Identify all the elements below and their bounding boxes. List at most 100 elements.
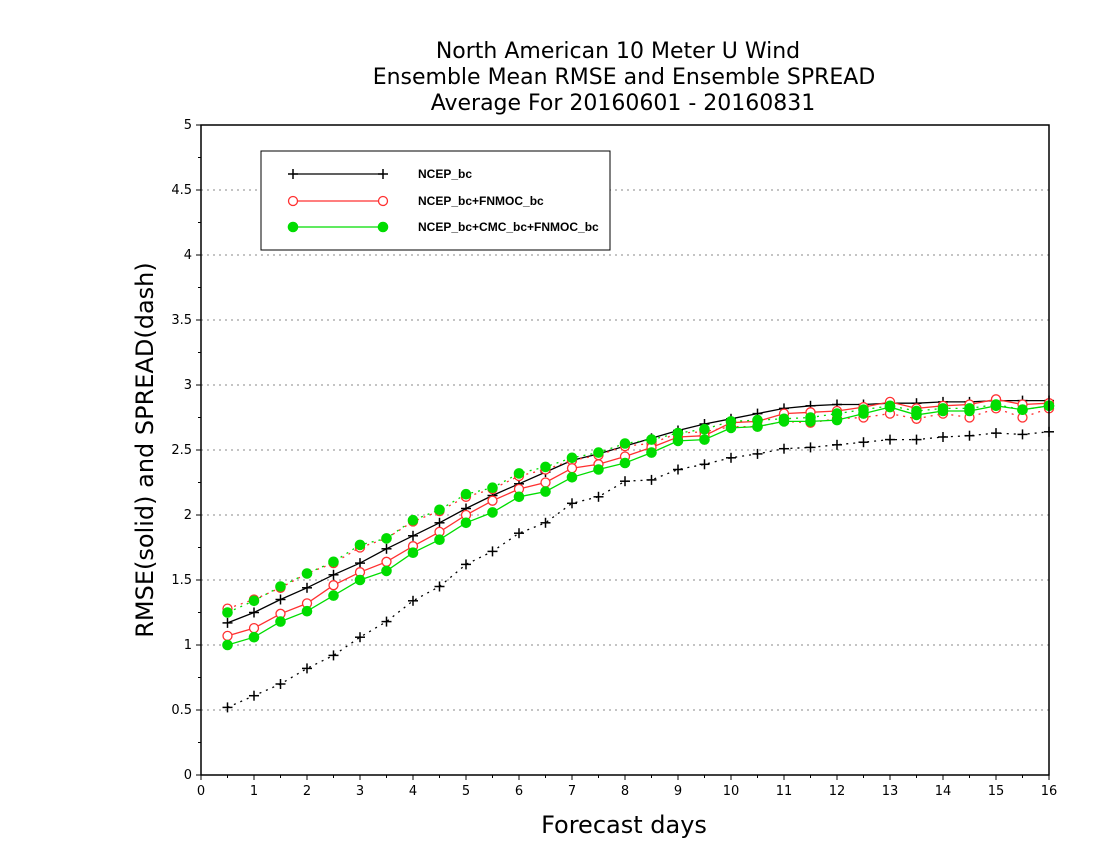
x-tick-label: 8 — [621, 784, 629, 799]
series-3-spread-point — [407, 514, 419, 526]
series-1-spread-point — [858, 437, 869, 448]
series-2-rmse-line — [227, 398, 1050, 637]
series-3-rmse-point — [937, 405, 949, 417]
series-3-spread-point — [222, 607, 233, 618]
series-1-spread-point — [779, 443, 789, 454]
series-1-spread-point — [805, 442, 816, 453]
series-1 — [222, 395, 1054, 713]
legend-marker-left — [287, 221, 299, 233]
legend-label: NCEP_bc+FNMOC_bc — [418, 194, 544, 208]
series-3-spread-point — [619, 438, 631, 449]
y-tick-label: 1.5 — [171, 573, 192, 588]
series-1-spread-point — [885, 434, 895, 445]
legend-label: NCEP_bc+CMC_bc+FNMOC_bc — [418, 220, 599, 234]
series-1-spread-point — [938, 432, 948, 442]
legend-entry-1: NCEP_bc — [288, 167, 472, 181]
series-3-spread-point — [328, 556, 339, 568]
series-1-rmse-point — [381, 543, 392, 554]
series-1-rmse-point — [355, 558, 365, 569]
series-3-rmse-point — [964, 405, 975, 417]
x-tick-label: 13 — [882, 784, 899, 799]
series-3-rmse-point — [248, 631, 260, 643]
series-2-rmse-point — [566, 463, 578, 474]
series-3-rmse-point — [619, 457, 631, 469]
legend-marker-left — [287, 195, 299, 207]
chart-title: North American 10 Meter U Wind Ensemble … — [373, 39, 876, 116]
series-3-rmse-point — [831, 414, 843, 426]
legend-marker-right — [377, 221, 389, 233]
series-1-spread-point — [275, 679, 286, 689]
x-axis: 0 1 2 3 4 5 6 7 8 9 10 11 12 13 14 15 16 — [197, 775, 1057, 799]
x-tick-label: 12 — [829, 784, 846, 799]
series-1-spread-point — [964, 430, 975, 441]
x-tick-label: 1 — [250, 784, 258, 799]
series-3-rmse-point — [407, 547, 419, 559]
y-tick-label: 3 — [184, 378, 192, 393]
series-3-rmse-point — [778, 416, 790, 427]
series-3-rmse-point — [275, 616, 286, 627]
series-3-rmse-point — [752, 421, 763, 432]
legend-entry-2: NCEP_bc+FNMOC_bc — [287, 194, 544, 208]
y-axis: 0 0.5 1 1.5 2 2.5 3 3.5 4 4.5 5 — [171, 118, 201, 783]
series-2-rmse-point — [487, 495, 498, 506]
series-1-rmse-line — [227, 399, 1049, 624]
series-3-rmse-point — [646, 447, 657, 458]
y-tick-label: 4 — [184, 248, 192, 263]
y-tick-label: 3.5 — [171, 313, 192, 328]
series-3-rmse-point — [593, 464, 604, 475]
x-tick-label: 14 — [935, 784, 952, 799]
series-3 — [222, 399, 1055, 651]
series-3-rmse-point — [672, 435, 684, 447]
series-1-spread-point — [328, 650, 339, 661]
series-1-spread-point — [487, 546, 498, 557]
series-1-spread-point — [620, 476, 630, 487]
series-1-spread-line — [227, 431, 1050, 708]
series-1-spread-point — [593, 491, 604, 502]
series-2-rmse-point — [222, 630, 233, 642]
chart-title-line-1: North American 10 Meter U Wind — [436, 39, 800, 64]
y-tick-label: 4.5 — [171, 183, 192, 198]
series-1-spread-point — [911, 434, 922, 445]
x-tick-label: 11 — [776, 784, 793, 799]
legend-marker-right — [378, 169, 388, 179]
series-3-rmse-point — [328, 590, 339, 601]
series-3-rmse-point — [566, 472, 578, 483]
series-1-spread-point — [699, 459, 710, 470]
series-2 — [222, 394, 1055, 642]
legend-entry-3: NCEP_bc+CMC_bc+FNMOC_bc — [287, 220, 599, 234]
series-3-rmse-point — [301, 605, 313, 617]
series-3-rmse-point — [884, 401, 896, 413]
y-tick-label: 1 — [184, 638, 192, 653]
y-tick-label: 2 — [184, 508, 192, 523]
series-3-spread-point — [593, 447, 604, 458]
series-3-rmse-point — [858, 408, 869, 419]
series-3-rmse-point — [990, 400, 1002, 412]
series-1-spread-point — [434, 581, 445, 592]
series-1-spread-point — [302, 663, 312, 674]
x-tick-label: 0 — [197, 784, 205, 799]
series-3-spread-point — [381, 533, 392, 544]
series-1-rmse-point — [222, 617, 233, 628]
series-1-spread-point — [832, 439, 842, 450]
series-3-spread-point — [540, 461, 551, 473]
legend-marker-right — [377, 195, 389, 207]
series-2-spread-line — [227, 407, 1050, 610]
series-2-rmse-point — [381, 556, 392, 567]
series-1-spread-point — [752, 448, 763, 459]
y-axis-label: RMSE(solid) and SPREAD(dash) — [131, 262, 159, 638]
series-3-spread-point — [699, 423, 710, 435]
series-1-spread-point — [222, 702, 233, 713]
x-tick-label: 6 — [515, 784, 523, 799]
x-tick-label: 16 — [1041, 784, 1058, 799]
series-1-spread-point — [646, 474, 657, 485]
series-1-spread-point — [1017, 429, 1028, 440]
series-3-spread-point — [460, 488, 472, 500]
series-1-spread-point — [673, 464, 683, 475]
series-1-rmse-point — [302, 582, 312, 593]
series-2-rmse-point — [328, 580, 339, 591]
series-1-rmse-point — [408, 530, 418, 541]
x-tick-label: 10 — [723, 784, 740, 799]
series-3-spread-point — [275, 581, 286, 592]
series-1-spread-point — [991, 428, 1001, 439]
legend-label: NCEP_bc — [418, 167, 472, 181]
